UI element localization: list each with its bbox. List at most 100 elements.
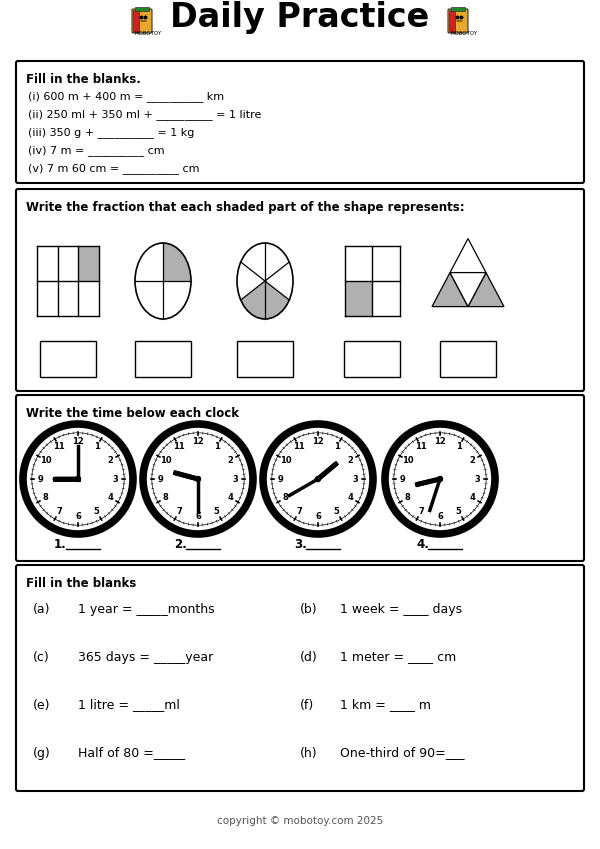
Text: 4.: 4. bbox=[416, 538, 429, 552]
Polygon shape bbox=[468, 273, 504, 306]
Bar bbox=[449, 10, 455, 32]
Text: 10: 10 bbox=[160, 456, 172, 464]
Text: 7: 7 bbox=[176, 507, 182, 516]
Text: 10: 10 bbox=[40, 456, 52, 464]
Text: 5: 5 bbox=[214, 507, 220, 516]
Text: 1 year = _____months: 1 year = _____months bbox=[78, 603, 215, 616]
Polygon shape bbox=[241, 281, 265, 319]
Text: 9: 9 bbox=[278, 475, 283, 483]
Text: Fill in the blanks: Fill in the blanks bbox=[26, 577, 136, 590]
Text: 7: 7 bbox=[296, 507, 302, 516]
Text: 10: 10 bbox=[402, 456, 413, 464]
FancyBboxPatch shape bbox=[16, 189, 584, 391]
Polygon shape bbox=[237, 262, 265, 300]
Text: (iii) 350 g + __________ = 1 kg: (iii) 350 g + __________ = 1 kg bbox=[28, 127, 194, 138]
FancyBboxPatch shape bbox=[16, 395, 584, 561]
Text: 4: 4 bbox=[227, 493, 233, 503]
Text: 3: 3 bbox=[233, 475, 238, 483]
Text: copyright © mobotoy.com 2025: copyright © mobotoy.com 2025 bbox=[217, 816, 383, 826]
Polygon shape bbox=[432, 273, 468, 306]
Text: (b): (b) bbox=[300, 603, 317, 616]
Text: 1: 1 bbox=[214, 442, 220, 451]
Text: (e): (e) bbox=[33, 699, 50, 711]
Circle shape bbox=[263, 424, 373, 534]
Text: 2: 2 bbox=[347, 456, 353, 464]
Text: 1 km = ____ m: 1 km = ____ m bbox=[340, 699, 431, 711]
Circle shape bbox=[196, 476, 200, 481]
Text: 2: 2 bbox=[469, 456, 475, 464]
Text: 11: 11 bbox=[415, 442, 427, 451]
Text: 6: 6 bbox=[315, 512, 321, 521]
FancyBboxPatch shape bbox=[132, 9, 152, 33]
FancyBboxPatch shape bbox=[16, 61, 584, 183]
Circle shape bbox=[23, 424, 133, 534]
Circle shape bbox=[385, 424, 495, 534]
Text: Half of 80 =_____: Half of 80 =_____ bbox=[78, 746, 185, 760]
Text: 7: 7 bbox=[418, 507, 424, 516]
Text: 11: 11 bbox=[293, 442, 305, 451]
Text: 7: 7 bbox=[56, 507, 62, 516]
Polygon shape bbox=[241, 243, 265, 281]
Circle shape bbox=[316, 476, 320, 481]
Text: 8: 8 bbox=[405, 493, 410, 503]
Bar bbox=[135, 8, 149, 11]
Bar bbox=[135, 341, 191, 377]
Text: 12: 12 bbox=[192, 437, 204, 446]
Text: 1 week = ____ days: 1 week = ____ days bbox=[340, 603, 462, 616]
Bar bbox=[133, 10, 139, 32]
Text: 11: 11 bbox=[173, 442, 185, 451]
Bar bbox=[451, 8, 465, 11]
Text: (c): (c) bbox=[33, 650, 50, 664]
Text: Write the time below each clock: Write the time below each clock bbox=[26, 407, 239, 420]
Text: 12: 12 bbox=[434, 437, 446, 446]
Bar bbox=[440, 341, 496, 377]
Text: (i) 600 m + 400 m = __________ km: (i) 600 m + 400 m = __________ km bbox=[28, 91, 224, 102]
Text: 5: 5 bbox=[334, 507, 340, 516]
Circle shape bbox=[394, 433, 486, 526]
Text: 1 meter = ____ cm: 1 meter = ____ cm bbox=[340, 650, 456, 664]
Circle shape bbox=[32, 433, 124, 526]
Text: 12: 12 bbox=[72, 437, 84, 446]
Bar bbox=[237, 341, 293, 377]
Text: (h): (h) bbox=[300, 746, 317, 760]
Text: 1.: 1. bbox=[54, 538, 67, 552]
Text: Daily Practice: Daily Practice bbox=[170, 1, 430, 33]
Text: 8: 8 bbox=[283, 493, 289, 503]
Text: 9: 9 bbox=[38, 475, 43, 483]
Bar bbox=[344, 341, 400, 377]
Text: 5: 5 bbox=[94, 507, 100, 516]
Circle shape bbox=[437, 476, 443, 481]
Polygon shape bbox=[450, 273, 486, 306]
Text: Fill in the blanks.: Fill in the blanks. bbox=[26, 73, 141, 86]
Text: 1: 1 bbox=[456, 442, 461, 451]
FancyBboxPatch shape bbox=[448, 9, 468, 33]
Text: 1: 1 bbox=[334, 442, 340, 451]
Text: Write the fraction that each shaded part of the shape represents:: Write the fraction that each shaded part… bbox=[26, 201, 464, 214]
Polygon shape bbox=[265, 281, 289, 319]
Text: 3: 3 bbox=[113, 475, 118, 483]
Text: 3: 3 bbox=[475, 475, 480, 483]
Polygon shape bbox=[265, 243, 289, 281]
Text: 4: 4 bbox=[107, 493, 113, 503]
Circle shape bbox=[143, 424, 253, 534]
Text: MOBOTOY: MOBOTOY bbox=[451, 31, 478, 36]
Text: (v) 7 m 60 cm = __________ cm: (v) 7 m 60 cm = __________ cm bbox=[28, 163, 199, 174]
Text: 4: 4 bbox=[469, 493, 475, 503]
Circle shape bbox=[76, 476, 80, 481]
Text: (d): (d) bbox=[300, 650, 318, 664]
Text: (a): (a) bbox=[33, 603, 50, 616]
Polygon shape bbox=[265, 262, 293, 300]
Text: (iv) 7 m = __________ cm: (iv) 7 m = __________ cm bbox=[28, 145, 164, 156]
Bar bbox=[344, 281, 372, 316]
Text: 9: 9 bbox=[158, 475, 163, 483]
Polygon shape bbox=[163, 243, 191, 281]
Polygon shape bbox=[450, 239, 486, 273]
Text: 9: 9 bbox=[400, 475, 406, 483]
Text: 1: 1 bbox=[94, 442, 100, 451]
Text: (g): (g) bbox=[33, 746, 51, 760]
Text: 2.: 2. bbox=[174, 538, 187, 552]
Text: 2: 2 bbox=[107, 456, 113, 464]
Text: 4: 4 bbox=[347, 493, 353, 503]
FancyBboxPatch shape bbox=[16, 565, 584, 791]
Text: 11: 11 bbox=[53, 442, 65, 451]
